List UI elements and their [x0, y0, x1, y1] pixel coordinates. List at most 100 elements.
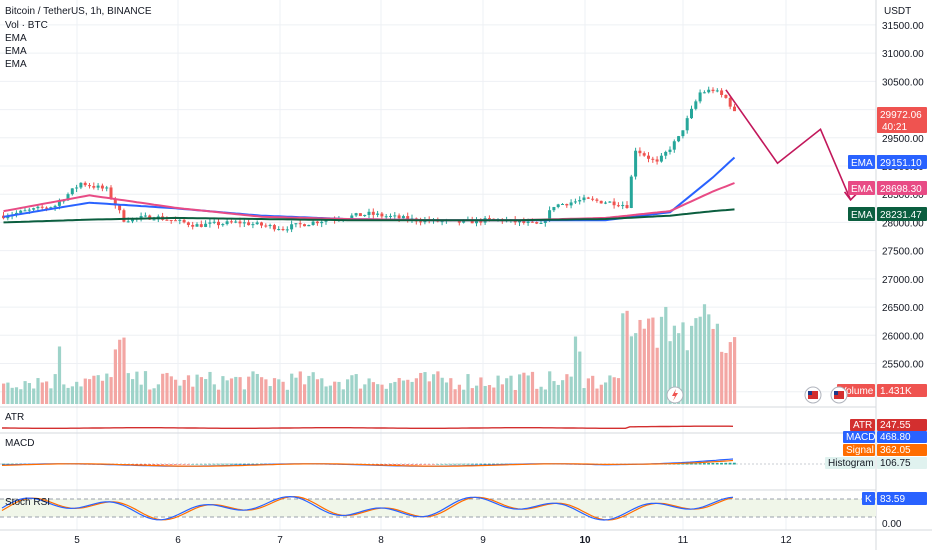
- volume-bar: [367, 378, 371, 404]
- stoch-k-tag-value-bg: [877, 492, 927, 505]
- volume-bar: [530, 371, 535, 404]
- macd-histogram-bar: [217, 463, 220, 465]
- volume-bar: [707, 314, 711, 404]
- volume-bar: [384, 388, 388, 404]
- time-axis: 5 6 7 8 9 10 11 12: [74, 535, 792, 546]
- candle-body: [591, 198, 595, 200]
- candle-body: [264, 225, 268, 227]
- macd-histogram-bar: [169, 464, 173, 465]
- stoch-d-line: [1, 495, 734, 521]
- atr-line: [2, 425, 734, 429]
- volume-bar: [638, 319, 642, 404]
- volume-bar: [294, 377, 298, 404]
- candle-body: [255, 222, 259, 225]
- candle-body: [113, 198, 117, 206]
- macd-histogram-bar: [178, 464, 182, 465]
- volume-bar: [113, 349, 117, 404]
- lightning-event-icon-glyph: [672, 389, 678, 401]
- volume-bar: [79, 386, 83, 404]
- volume-bar: [647, 318, 651, 404]
- candle-body: [397, 215, 401, 219]
- candle-body: [715, 90, 719, 92]
- volume-bar: [285, 389, 289, 404]
- candle-body: [36, 206, 40, 209]
- volume-bar: [178, 385, 182, 404]
- macd-histogram-bar: [191, 463, 194, 465]
- candle-body: [384, 216, 388, 218]
- volume-bar: [401, 380, 406, 404]
- macd-histogram-bar: [698, 463, 702, 465]
- ema-legend-3[interactable]: EMA: [5, 59, 27, 70]
- candle-body: [66, 194, 70, 201]
- candle-body: [561, 203, 564, 205]
- candle-body: [376, 213, 380, 215]
- volume-bar: [655, 347, 659, 404]
- volume-bar: [165, 372, 169, 404]
- volume-bar: [698, 316, 702, 404]
- macd-histogram-bar: [251, 463, 255, 465]
- candle-body: [294, 223, 298, 225]
- volume-bar: [616, 378, 621, 404]
- flag-event-icon-canton: [834, 391, 838, 395]
- symbol-title[interactable]: Bitcoin / TetherUS, 1h, BINANCE: [5, 6, 152, 17]
- volume-bar: [264, 379, 268, 404]
- macd-histogram-bar: [483, 463, 487, 465]
- volume-bar: [247, 376, 251, 404]
- macd-histogram-bar: [444, 463, 448, 465]
- candle-body: [23, 210, 27, 212]
- macd-histogram-bar: [453, 463, 457, 465]
- time-tick-label: 10: [579, 535, 591, 546]
- candle-body: [169, 219, 173, 221]
- volume-bar: [350, 375, 354, 404]
- candle-body: [380, 213, 384, 217]
- candle-body: [724, 94, 728, 98]
- price-tick-label: 26500.00: [882, 303, 924, 314]
- ema-tag-value-1-bg: [877, 155, 927, 169]
- volume-bar: [32, 388, 36, 404]
- macd-histogram-bar: [440, 463, 444, 465]
- candle-body: [595, 199, 599, 201]
- volume-bar: [733, 337, 737, 404]
- macd-histogram-bar: [406, 464, 409, 465]
- volume-bar: [561, 380, 565, 404]
- volume-bar: [341, 389, 345, 404]
- volume-bar: [664, 306, 668, 404]
- macd-histogram-bar: [685, 463, 689, 465]
- volume-bar: [221, 376, 225, 404]
- atr-legend[interactable]: ATR: [5, 412, 25, 423]
- volume-bar: [19, 389, 23, 404]
- volume-legend[interactable]: Vol · BTC: [5, 20, 48, 31]
- candle-body: [406, 216, 410, 220]
- candle-body: [462, 219, 466, 223]
- macd-histogram-bar: [225, 463, 229, 465]
- volume-bar: [724, 352, 728, 404]
- candle-body: [79, 182, 83, 188]
- volume-bar: [651, 317, 655, 404]
- signal-tag-value-bg: [877, 444, 927, 456]
- volume-bar: [548, 371, 552, 404]
- volume-bar: [612, 377, 616, 404]
- macd-histogram-bar: [221, 463, 225, 465]
- macd-histogram-bar: [410, 464, 414, 465]
- volume-bar: [36, 378, 40, 404]
- candle-body: [311, 221, 315, 225]
- volume-bar: [444, 382, 449, 404]
- candle-body: [186, 222, 190, 225]
- ema-legend-1[interactable]: EMA: [5, 33, 27, 44]
- volume-bar: [217, 389, 221, 404]
- volume-bar: [268, 386, 272, 404]
- volume-bar: [376, 384, 380, 404]
- macd-legend[interactable]: MACD: [5, 438, 35, 449]
- stoch-rsi-legend[interactable]: Stoch RSI: [5, 497, 51, 508]
- volume-bar: [320, 378, 324, 404]
- candle-body: [260, 222, 263, 226]
- candle-body: [49, 207, 53, 209]
- macd-histogram-bar: [195, 463, 199, 465]
- macd-histogram-bar: [204, 463, 207, 465]
- ema-legend-2[interactable]: EMA: [5, 46, 27, 57]
- volume-bar: [380, 384, 384, 404]
- volume-bar: [303, 384, 307, 404]
- candle-body: [720, 90, 724, 95]
- volume-bar: [152, 388, 156, 404]
